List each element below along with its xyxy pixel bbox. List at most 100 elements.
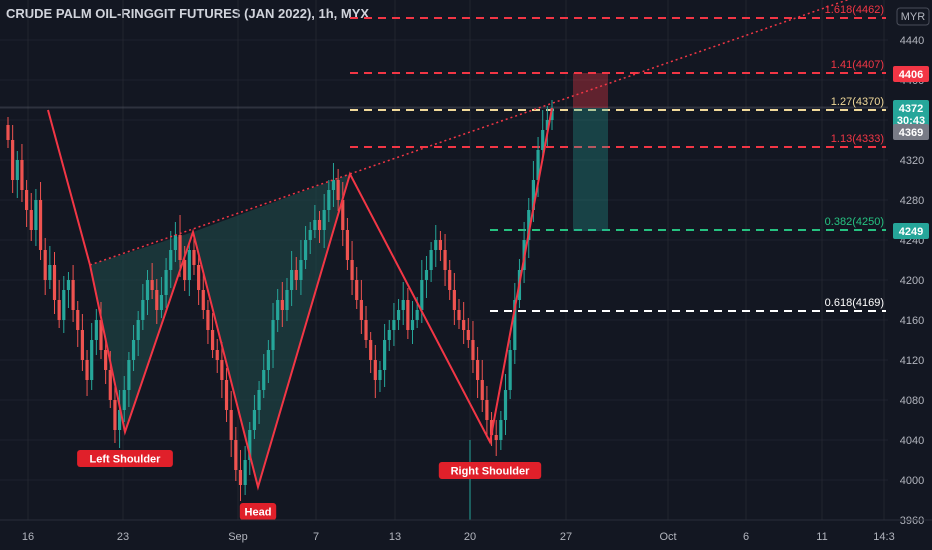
candle-body: [322, 210, 326, 230]
position-box: [573, 73, 608, 231]
candle-body: [34, 200, 38, 230]
y-tick-label: 4160: [900, 315, 924, 327]
candle-body: [38, 200, 43, 250]
candle-body: [122, 390, 126, 410]
candle-body: [43, 250, 47, 280]
candle-body: [303, 240, 308, 260]
price-tag: 4406: [893, 66, 929, 82]
pattern-label-right-shoulder: Right Shoulder: [438, 462, 542, 479]
candle-body: [383, 340, 387, 370]
candle-body: [271, 320, 275, 350]
candle-body: [159, 295, 164, 310]
candle-body: [99, 320, 103, 350]
candle-body: [410, 320, 415, 330]
candle-body: [294, 270, 298, 280]
price-axis-bg: [888, 0, 932, 550]
candle-body: [364, 320, 368, 340]
candle-body: [243, 460, 247, 485]
y-tick-label: 3960: [900, 515, 924, 527]
candle-body: [104, 350, 108, 370]
x-tick-label: 20: [464, 531, 476, 543]
candle-body: [392, 320, 396, 330]
candle-body: [224, 380, 229, 410]
candle-body: [485, 400, 489, 420]
x-tick-label: 7: [313, 531, 319, 543]
candle-body: [336, 180, 340, 200]
candle-body: [90, 340, 94, 380]
currency-box: [896, 7, 930, 26]
currency-label: MYR: [901, 11, 926, 23]
candle-body: [210, 330, 215, 350]
x-tick-label: Sep: [228, 531, 248, 543]
candle-body: [6, 125, 10, 140]
candle-body: [252, 410, 257, 430]
candle-body: [531, 180, 536, 210]
candle-body: [66, 280, 71, 290]
fib-label: 1.27(4370): [831, 96, 884, 108]
neckline-trend: [89, 173, 351, 266]
candle-body: [285, 290, 289, 310]
candle-body: [173, 235, 177, 250]
price-axis: MYR3960400040404080412041604200424042804…: [888, 0, 932, 550]
price-tag-box: [893, 124, 929, 140]
candle-body: [71, 280, 75, 310]
label-text: Head: [245, 507, 272, 519]
candle-body: [462, 320, 466, 330]
candle-body: [201, 290, 205, 310]
x-tick-label: 11: [816, 531, 827, 543]
candle-body: [94, 320, 98, 340]
candle-body: [341, 200, 345, 230]
target-zone: [573, 108, 608, 231]
candle-body: [248, 430, 252, 460]
candle-body: [234, 440, 238, 470]
time-axis: 16 23 Sep 7 13 20 27 Oct 6 11 14:3: [0, 519, 932, 550]
fib-label: 1.13(4333): [831, 133, 884, 145]
price-tag-value: 4406: [899, 69, 923, 81]
y-tick-label: 4000: [900, 475, 924, 487]
time-axis-bg: [0, 520, 888, 550]
trend-lines: [89, 0, 850, 520]
candle-body: [471, 340, 475, 360]
x-tick-label: 23: [117, 531, 129, 543]
candle-body: [206, 310, 210, 330]
candle-body: [494, 435, 498, 440]
y-tick-label: 4200: [900, 275, 924, 287]
candle-body: [387, 330, 391, 340]
candle-body: [438, 240, 443, 250]
pattern-label-left-shoulder: Left Shoulder: [77, 450, 173, 467]
x-tick-label: 13: [389, 531, 401, 543]
candle-body: [513, 300, 517, 350]
candle-body: [359, 300, 363, 320]
candle-body: [192, 250, 196, 265]
candle-body: [169, 250, 173, 270]
price-tag-value: 4249: [899, 226, 923, 238]
candle-body: [164, 270, 168, 295]
candle-body: [290, 270, 294, 290]
candle-body: [378, 370, 382, 380]
candle-body: [52, 265, 57, 300]
candle-body: [113, 400, 117, 430]
x-tick-label: 27: [560, 531, 572, 543]
candle-body: [480, 380, 484, 400]
candle-body: [489, 420, 494, 435]
grid-lines: [0, 0, 888, 521]
candle-body: [127, 360, 131, 390]
candle-body: [424, 270, 429, 280]
candle-body: [108, 370, 112, 400]
label-box: [77, 450, 173, 467]
y-tick-label: 4440: [900, 35, 924, 47]
y-tick-label: 4120: [900, 355, 924, 367]
neckline-extension: [349, 0, 850, 175]
candle-body: [313, 220, 317, 230]
candle-body: [276, 300, 280, 320]
price-tag-value: 4369: [899, 127, 923, 139]
candle-body: [527, 210, 531, 240]
candle-body: [499, 420, 503, 440]
candle-body: [536, 150, 540, 180]
candle-body: [401, 300, 405, 310]
candle-body: [317, 220, 322, 230]
price-tag-box: [893, 100, 929, 128]
